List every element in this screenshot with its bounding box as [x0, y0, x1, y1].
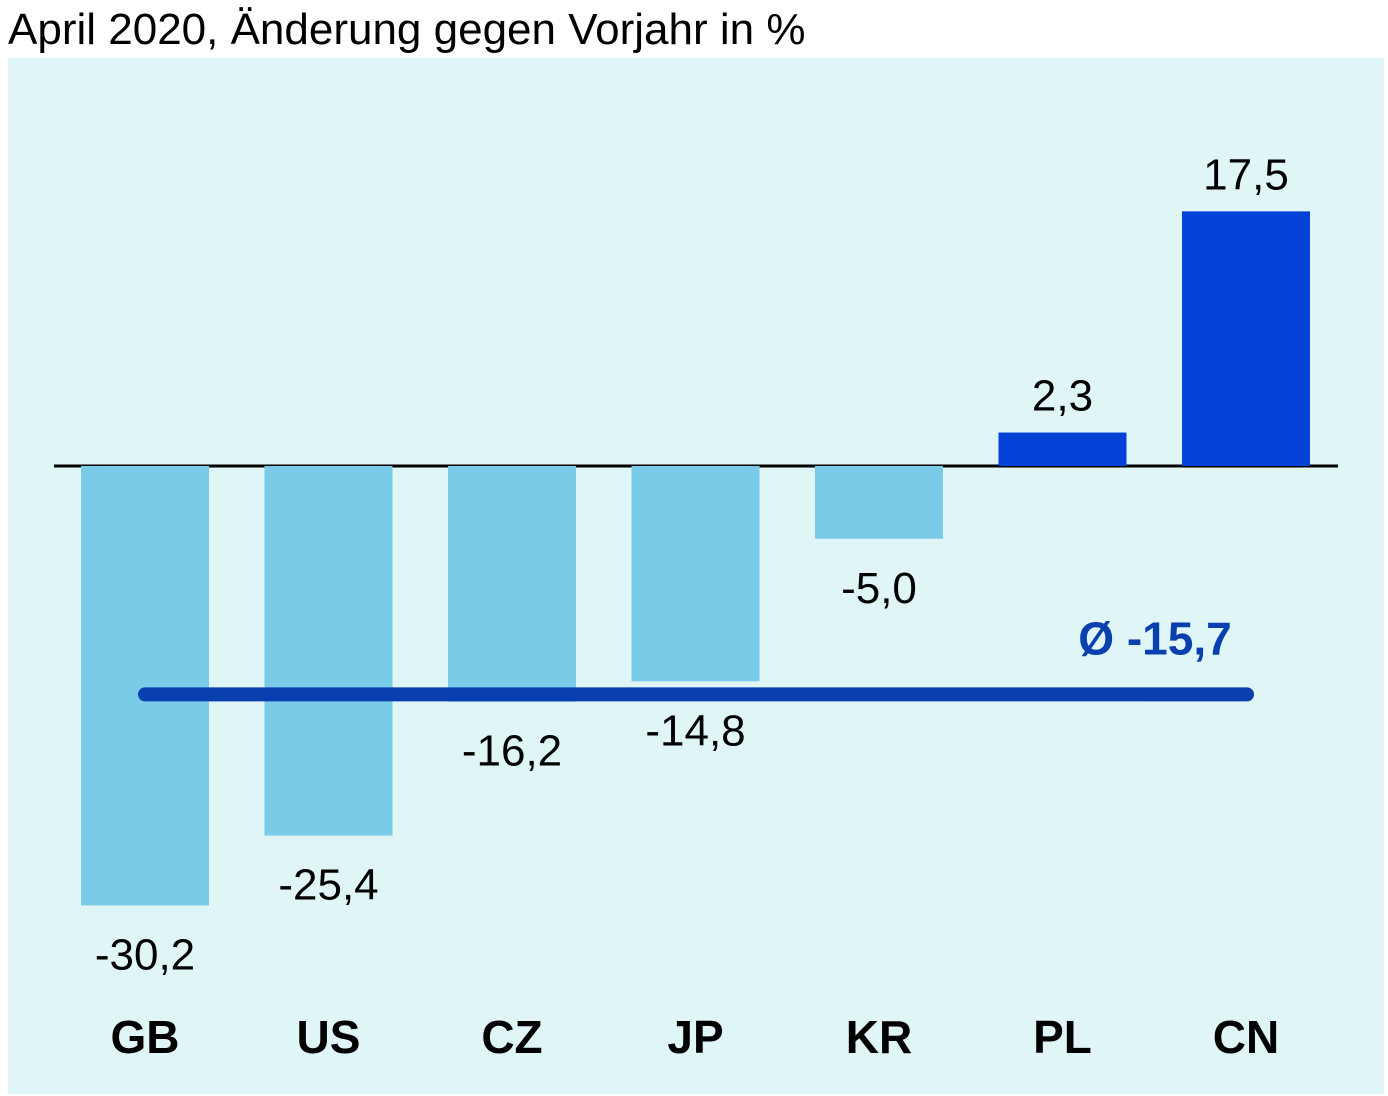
bar-gb	[81, 466, 209, 906]
value-label-kr: -5,0	[841, 564, 917, 613]
value-label-gb: -30,2	[95, 930, 195, 979]
bar-jp	[631, 466, 760, 682]
category-label-pl: PL	[1033, 1011, 1092, 1063]
bar-cn	[1182, 211, 1310, 466]
category-label-cn: CN	[1213, 1011, 1279, 1063]
value-label-cz: -16,2	[462, 727, 562, 776]
category-label-us: US	[297, 1011, 361, 1063]
value-label-pl: 2,3	[1032, 372, 1093, 421]
value-label-jp: -14,8	[645, 706, 745, 755]
category-label-cz: CZ	[481, 1011, 542, 1063]
average-label: Ø -15,7	[1078, 612, 1231, 664]
bar-us	[264, 466, 393, 836]
category-label-jp: JP	[667, 1011, 723, 1063]
category-label-gb: GB	[111, 1011, 180, 1063]
bar-kr	[815, 466, 943, 539]
value-label-cn: 17,5	[1203, 150, 1289, 199]
bar-pl	[998, 432, 1127, 466]
value-label-us: -25,4	[278, 861, 378, 910]
chart-title: April 2020, Änderung gegen Vorjahr in %	[8, 5, 806, 54]
bar-cz	[448, 466, 576, 702]
category-label-kr: KR	[846, 1011, 912, 1063]
